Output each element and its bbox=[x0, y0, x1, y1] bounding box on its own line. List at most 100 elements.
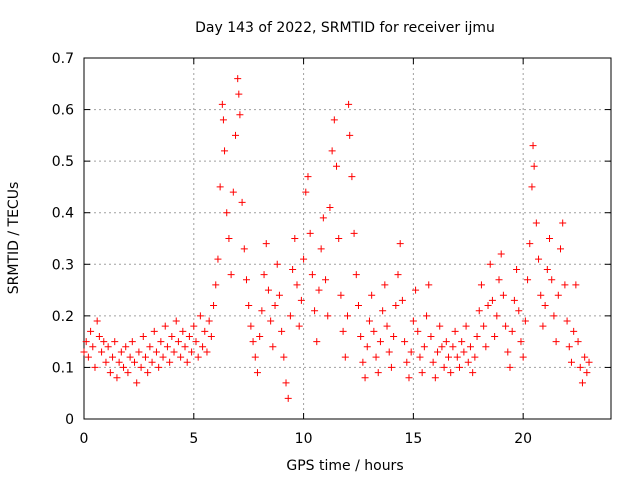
data-point bbox=[291, 235, 299, 242]
data-point bbox=[528, 183, 536, 191]
data-point bbox=[240, 245, 248, 253]
data-point bbox=[497, 250, 505, 258]
data-point bbox=[146, 343, 154, 351]
data-point bbox=[148, 358, 156, 366]
data-point bbox=[345, 100, 353, 108]
data-point bbox=[529, 142, 537, 150]
data-point bbox=[188, 348, 196, 356]
y-tick-label: 0.2 bbox=[52, 309, 74, 325]
data-point bbox=[337, 291, 345, 299]
data-point bbox=[267, 317, 275, 325]
data-point bbox=[519, 353, 527, 361]
chart-title: Day 143 of 2022, SRMTID for receiver ijm… bbox=[195, 20, 495, 36]
y-tick-label: 0.5 bbox=[52, 154, 74, 170]
data-point bbox=[223, 209, 231, 217]
data-point bbox=[172, 317, 180, 325]
data-point bbox=[524, 276, 532, 284]
data-point bbox=[163, 343, 171, 351]
data-point bbox=[537, 291, 545, 299]
data-point bbox=[104, 343, 112, 351]
data-point bbox=[361, 374, 369, 382]
data-point bbox=[530, 162, 538, 170]
data-point bbox=[429, 358, 437, 366]
data-point bbox=[502, 322, 510, 330]
data-point bbox=[207, 332, 215, 340]
data-point bbox=[280, 353, 288, 361]
data-point bbox=[515, 307, 523, 315]
data-point bbox=[93, 317, 101, 325]
data-point bbox=[535, 255, 543, 263]
data-point bbox=[196, 312, 204, 320]
data-point bbox=[324, 312, 332, 320]
data-point bbox=[333, 162, 341, 170]
data-point bbox=[383, 322, 391, 330]
data-point bbox=[379, 307, 387, 315]
plot-frame bbox=[83, 57, 612, 420]
data-point bbox=[354, 302, 362, 310]
data-point bbox=[313, 338, 321, 346]
data-point bbox=[205, 317, 213, 325]
data-point bbox=[473, 332, 481, 340]
data-point bbox=[418, 369, 426, 377]
y-ticks: 0 0.1 0.2 0.3 0.4 0.5 0.6 0.7 bbox=[52, 51, 611, 428]
data-point bbox=[286, 312, 294, 320]
data-point bbox=[521, 317, 529, 325]
x-axis-label: GPS time / hours bbox=[286, 458, 403, 474]
data-point bbox=[462, 322, 470, 330]
data-point bbox=[585, 358, 593, 366]
data-point bbox=[275, 291, 283, 299]
data-point bbox=[482, 343, 490, 351]
data-point bbox=[221, 147, 229, 155]
data-point bbox=[365, 317, 373, 325]
data-point bbox=[201, 327, 209, 335]
data-point bbox=[348, 173, 356, 181]
data-point bbox=[567, 358, 575, 366]
data-point bbox=[436, 322, 444, 330]
y-tick-label: 0 bbox=[65, 412, 74, 428]
data-point bbox=[423, 312, 431, 320]
data-point bbox=[304, 173, 312, 181]
data-point bbox=[212, 281, 220, 289]
data-point bbox=[236, 111, 244, 119]
data-point bbox=[242, 276, 250, 284]
data-point bbox=[374, 369, 382, 377]
data-point bbox=[98, 348, 106, 356]
data-point bbox=[253, 369, 261, 377]
data-point bbox=[434, 348, 442, 356]
y-tick-label: 0.3 bbox=[52, 257, 74, 273]
data-point bbox=[113, 374, 121, 382]
data-point bbox=[543, 265, 551, 273]
data-point bbox=[300, 255, 308, 263]
data-point bbox=[278, 327, 286, 335]
data-point bbox=[95, 332, 103, 340]
data-point bbox=[416, 353, 424, 361]
y-tick-label: 0.1 bbox=[52, 360, 74, 376]
data-point bbox=[144, 369, 152, 377]
data-point bbox=[563, 317, 571, 325]
data-point bbox=[570, 327, 578, 335]
data-point bbox=[493, 312, 501, 320]
data-point bbox=[181, 343, 189, 351]
data-point bbox=[427, 332, 435, 340]
data-point bbox=[218, 100, 226, 108]
data-point bbox=[216, 183, 224, 191]
data-point bbox=[499, 291, 507, 299]
data-point bbox=[539, 322, 547, 330]
data-point bbox=[133, 379, 141, 387]
data-point bbox=[506, 363, 514, 371]
y-tick-label: 0.4 bbox=[52, 206, 74, 222]
data-point bbox=[407, 348, 415, 356]
data-point bbox=[405, 374, 413, 382]
data-point bbox=[368, 291, 376, 299]
data-point bbox=[106, 369, 114, 377]
data-point bbox=[458, 338, 466, 346]
data-point bbox=[102, 358, 110, 366]
x-tick-label: 0 bbox=[80, 431, 89, 447]
data-point bbox=[225, 235, 233, 242]
data-point bbox=[438, 343, 446, 351]
x-tick-label: 20 bbox=[514, 431, 532, 447]
data-point bbox=[214, 255, 222, 263]
data-point bbox=[166, 358, 174, 366]
data-point bbox=[295, 322, 303, 330]
data-point bbox=[447, 369, 455, 377]
